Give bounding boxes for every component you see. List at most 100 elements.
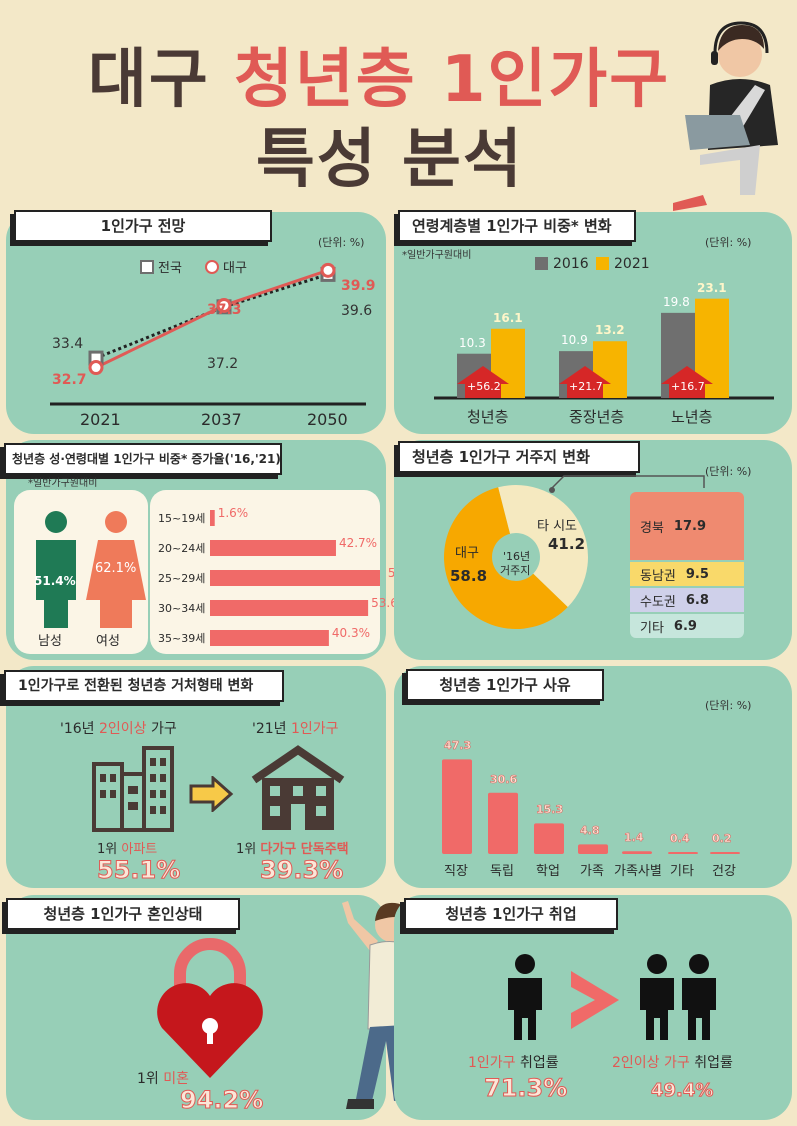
reason-label-기타: 기타 <box>670 864 694 879</box>
gender-figures <box>36 511 146 628</box>
title-daegu: 대구 <box>88 43 210 117</box>
reason-value-학업: 15.3 <box>536 803 564 817</box>
female-label: 여성 <box>96 634 120 649</box>
reason-bar-독립 <box>488 792 518 854</box>
page-title-line2: 특성 분석 <box>256 123 524 197</box>
residence-donut-chart <box>444 475 705 629</box>
panel-single-household-outlook <box>6 212 386 434</box>
legend-swatch <box>535 257 548 270</box>
reason-bar-건강 <box>710 852 740 854</box>
legend-circle-icon <box>205 260 219 274</box>
age-bar-35~39세 <box>210 630 329 646</box>
age-bar-25~29세 <box>210 570 380 586</box>
reason-label-가족: 가족 <box>580 864 604 879</box>
nat-label-2050: 39.6 <box>341 303 373 319</box>
dg-marker-2021 <box>88 360 104 376</box>
after-heading: '21년 1인가구 <box>252 721 339 737</box>
age-label-15~19세: 15~19세 <box>158 512 206 525</box>
center-label-year: '16년 <box>503 550 531 563</box>
note-label: *일반가구원대비 <box>28 478 98 489</box>
after-rank: 1위 다가구 단독주택 <box>236 842 349 857</box>
multi-emp-label: 2인이상 가구 취업률 <box>612 1055 733 1071</box>
male-value: 51.4% <box>34 574 76 588</box>
tab-single-household-outlook: 1인가구 전망 <box>14 210 272 242</box>
donut-slice-other <box>498 485 588 608</box>
two-people-icon <box>640 954 716 1040</box>
growth-label-중장년층: +21.7 <box>569 380 603 393</box>
unit-label: (단위: %) <box>705 236 752 249</box>
reason-value-독립: 30.6 <box>490 772 518 787</box>
before-percent: 55.1% <box>96 856 181 885</box>
panel-housing-change <box>6 666 386 888</box>
box-value: 6.9 <box>673 618 697 634</box>
male-body-icon <box>36 540 76 628</box>
dg-label-2021: 32.7 <box>52 372 87 388</box>
person-laptop-illustration <box>673 21 778 211</box>
male-head-icon <box>45 511 67 533</box>
multi-emp-percent: 49.4% <box>650 1080 714 1102</box>
female-head-icon <box>105 511 127 533</box>
age-label-25~29세: 25~29세 <box>158 572 206 585</box>
male-label: 남성 <box>38 634 62 649</box>
residence-box-경북: 경북 17.9 <box>630 492 744 560</box>
heart-lock-icon <box>157 938 263 1078</box>
dg-marker-2037 <box>216 297 232 313</box>
pie-label-other: 타 시도 <box>537 519 578 534</box>
age-group-bar-chart <box>434 298 774 400</box>
value-2021-노년층: 23.1 <box>697 280 727 295</box>
category-label-중장년층: 중장년층 <box>569 408 625 426</box>
legend-swatch <box>596 257 609 270</box>
box-value: 6.8 <box>685 592 709 608</box>
reason-label-가족사별: 가족사별 <box>614 864 662 879</box>
tab-residence-change: 청년층 1인가구 거주지 변화 <box>398 441 640 473</box>
title-youth-single: 청년층 1인가구 <box>234 43 671 117</box>
legend-square-icon <box>140 260 154 274</box>
reason-label-독립: 독립 <box>490 864 514 879</box>
growth-arrow-icon <box>457 366 509 398</box>
value-2021-중장년층: 13.2 <box>595 323 625 338</box>
reason-label-건강: 건강 <box>712 864 736 879</box>
reason-value-가족: 4.8 <box>580 824 600 838</box>
x-label-2021: 2021 <box>80 410 121 429</box>
after-percent: 39.3% <box>259 856 344 885</box>
reason-bar-가족사별 <box>622 851 652 854</box>
tab-gender-age-growth: 청년층 성·연령대별 1인가구 비중* 증가율('16,'21) <box>4 443 282 475</box>
reasons-bar-chart <box>442 759 740 854</box>
growth-arrow-icon <box>661 366 713 398</box>
nat-label-2037: 37.2 <box>207 356 239 372</box>
unit-label: (단위: %) <box>705 465 752 478</box>
reason-label-직장: 직장 <box>444 864 468 879</box>
legend-daegu: 대구 <box>205 257 247 276</box>
single-person-icon <box>508 954 542 1040</box>
tab-age-group-share: 연령계층별 1인가구 비중* 변화 <box>398 210 636 242</box>
age-value-35~39세: 40.3% <box>331 626 370 640</box>
reason-value-건강: 0.2 <box>712 832 732 846</box>
reason-bar-학업 <box>534 823 564 854</box>
reason-value-가족사별: 1.4 <box>624 831 644 845</box>
female-value: 62.1% <box>95 561 137 576</box>
box-value: 17.9 <box>673 518 706 534</box>
reason-bar-기타 <box>668 852 698 854</box>
single-emp-label: 1인가구 취업률 <box>468 1055 559 1071</box>
unit-label: (단위: %) <box>318 236 365 249</box>
outlook-line-chart <box>50 262 366 406</box>
box-label: 경북 <box>640 520 664 536</box>
residence-box-기타: 기타 6.9 <box>630 614 744 638</box>
value-2016-중장년층: 10.9 <box>561 333 588 348</box>
pie-value-daegu: 58.8 <box>450 567 488 585</box>
value-2016-노년층: 19.8 <box>663 294 690 309</box>
x-label-2050: 2050 <box>307 410 348 429</box>
reason-label-학업: 학업 <box>536 864 560 879</box>
reason-value-기타: 0.4 <box>670 832 690 846</box>
arrow-right-icon <box>189 776 234 812</box>
x-label-2037: 2037 <box>201 410 242 429</box>
residence-box-수도권: 수도권 6.8 <box>630 588 744 612</box>
value-2016-청년층: 10.3 <box>459 335 486 350</box>
reason-bar-직장 <box>442 759 472 854</box>
age-label-35~39세: 35~39세 <box>158 632 206 645</box>
age-bar-20~24세 <box>210 540 336 556</box>
age-label-20~24세: 20~24세 <box>158 542 206 555</box>
pie-label-daegu: 대구 <box>455 546 479 561</box>
category-label-노년층: 노년층 <box>671 408 713 426</box>
before-rank: 1위 아파트 <box>97 842 158 857</box>
